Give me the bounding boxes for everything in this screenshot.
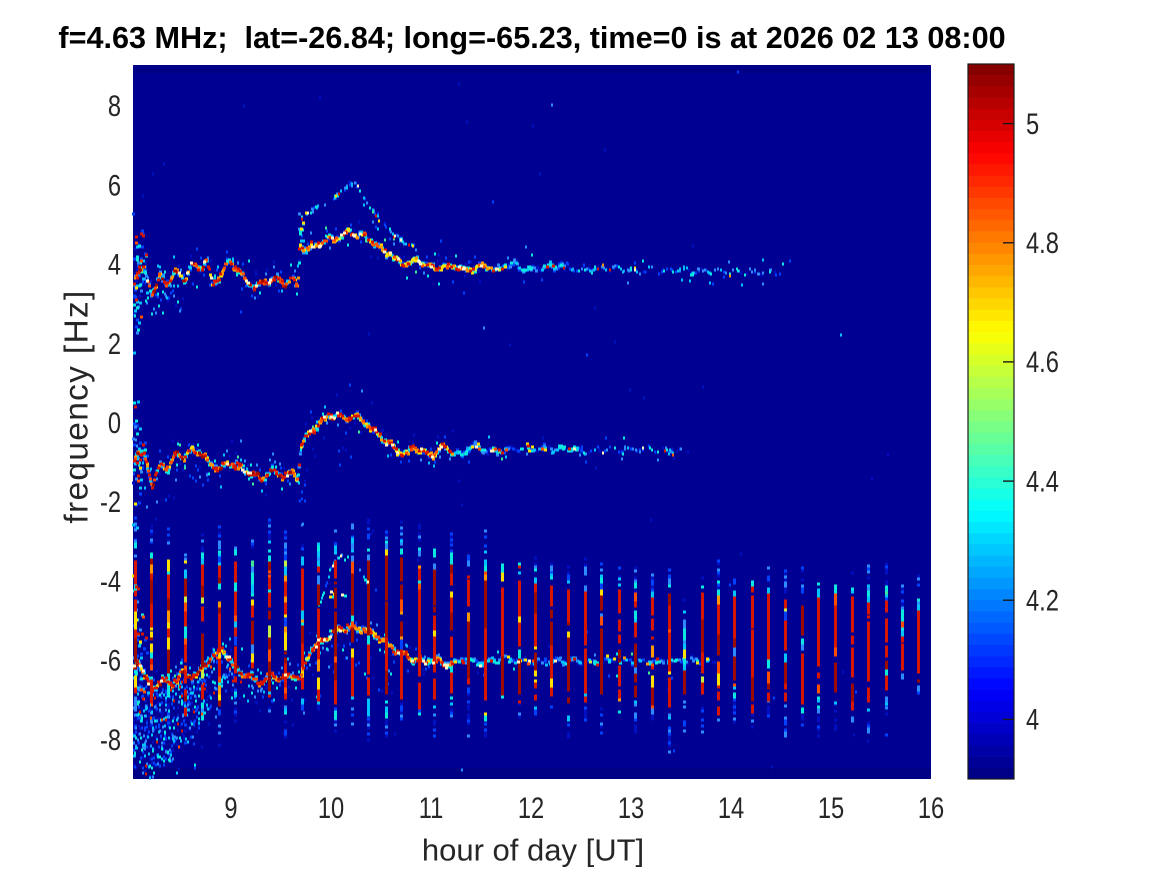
svg-text:10: 10 xyxy=(318,791,344,824)
svg-text:-8: -8 xyxy=(100,723,121,756)
svg-text:-6: -6 xyxy=(100,644,121,677)
svg-text:2: 2 xyxy=(108,327,121,360)
svg-text:4.8: 4.8 xyxy=(1026,226,1059,259)
svg-text:hour of day [UT]: hour of day [UT] xyxy=(422,833,644,868)
svg-text:16: 16 xyxy=(918,791,944,824)
svg-text:15: 15 xyxy=(818,791,844,824)
svg-text:-2: -2 xyxy=(100,486,121,519)
svg-text:5: 5 xyxy=(1026,107,1039,140)
svg-text:4: 4 xyxy=(1026,703,1039,736)
svg-text:13: 13 xyxy=(618,791,644,824)
svg-text:8: 8 xyxy=(108,90,121,123)
svg-text:12: 12 xyxy=(518,791,544,824)
svg-text:4.4: 4.4 xyxy=(1026,465,1059,498)
svg-text:14: 14 xyxy=(718,791,744,824)
svg-text:4.6: 4.6 xyxy=(1026,346,1059,379)
svg-text:-4: -4 xyxy=(100,565,121,598)
svg-text:9: 9 xyxy=(224,791,237,824)
svg-text:4.2: 4.2 xyxy=(1026,584,1059,617)
svg-text:frequency [Hz]: frequency [Hz] xyxy=(59,289,96,523)
svg-text:6: 6 xyxy=(108,169,121,202)
svg-text:4: 4 xyxy=(108,248,121,281)
svg-text:11: 11 xyxy=(419,791,444,824)
svg-text:0: 0 xyxy=(108,406,121,439)
svg-text:f=4.63 MHz; lat=-26.84; long=: f=4.63 MHz; lat=-26.84; long=-65.23, tim… xyxy=(58,21,1005,55)
